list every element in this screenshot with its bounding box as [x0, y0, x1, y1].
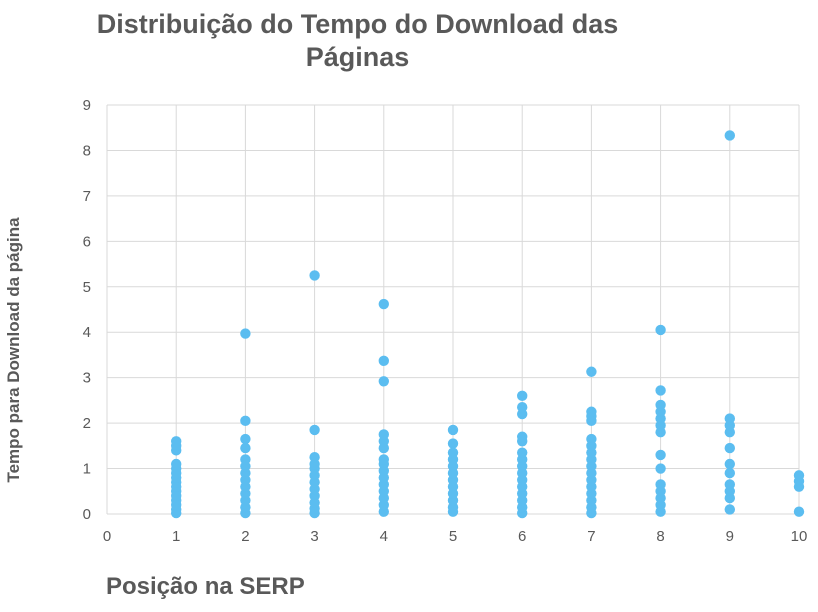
data-point — [378, 298, 389, 310]
chart-title-line-2: Páginas — [305, 42, 410, 72]
data-point — [309, 270, 320, 281]
data-point — [655, 449, 666, 461]
data-point — [378, 454, 389, 465]
y-tick-label: 1 — [83, 461, 91, 478]
data-point — [447, 447, 459, 458]
data-point — [793, 470, 805, 481]
data-point — [517, 390, 528, 402]
y-tick-label: 8 — [83, 142, 91, 159]
data-point — [724, 130, 735, 141]
y-tick-label: 0 — [83, 506, 91, 523]
data-point — [655, 463, 666, 474]
y-axis-label: Tempo para Download da página — [4, 217, 23, 483]
x-tick-label: 2 — [241, 528, 249, 545]
y-tick-label: 5 — [83, 279, 91, 296]
y-tick-label: 7 — [83, 188, 91, 205]
data-point — [309, 451, 320, 463]
data-point — [240, 454, 251, 465]
data-points — [171, 130, 805, 519]
data-point — [724, 467, 735, 479]
data-point — [655, 324, 666, 336]
x-tick-label: 5 — [449, 528, 457, 545]
x-tick-label: 8 — [656, 528, 664, 545]
data-point — [240, 328, 251, 339]
data-point — [655, 479, 666, 490]
data-point — [378, 429, 389, 440]
data-point — [517, 431, 528, 442]
data-point — [655, 399, 666, 411]
data-point — [171, 436, 182, 447]
y-tick-label: 3 — [83, 370, 91, 387]
x-tick-label: 0 — [103, 528, 111, 545]
y-tick-label: 2 — [83, 415, 91, 432]
data-point — [724, 504, 735, 515]
y-tick-label: 4 — [83, 324, 91, 341]
data-point — [447, 438, 459, 449]
y-tick-label: 6 — [83, 233, 91, 250]
data-point — [240, 415, 251, 427]
data-point — [724, 442, 735, 454]
data-point — [240, 442, 251, 454]
x-tick-label: 3 — [310, 528, 318, 545]
x-tick-label: 10 — [791, 528, 808, 545]
y-tick-label: 9 — [83, 97, 91, 114]
data-point — [724, 458, 735, 470]
data-point — [378, 376, 389, 387]
tick-labels: 0 1 2 3 4 5 6 7 8 9 0 1 2 3 4 5 6 7 8 9 10 — [83, 97, 808, 545]
data-point — [378, 355, 389, 367]
data-point — [586, 406, 597, 417]
x-axis-label: Posição na SERP — [106, 573, 305, 600]
data-point — [309, 424, 320, 436]
chart-title: Distribuição do Tempo do Download das Pá… — [0, 8, 715, 74]
data-point — [586, 433, 597, 445]
data-point — [586, 366, 597, 377]
data-point — [171, 458, 182, 470]
data-point — [724, 479, 735, 490]
data-point — [655, 385, 666, 396]
x-tick-label: 1 — [172, 528, 180, 545]
data-point — [240, 433, 251, 445]
x-tick-label: 9 — [726, 528, 734, 545]
x-tick-label: 7 — [587, 528, 595, 545]
data-point — [517, 447, 528, 458]
data-point — [517, 402, 528, 413]
data-point — [447, 424, 459, 436]
x-tick-label: 6 — [518, 528, 526, 545]
x-tick-label: 4 — [380, 528, 388, 545]
chart-title-line-1: Distribuição do Tempo do Download das — [96, 9, 619, 39]
data-point — [793, 506, 805, 517]
data-point — [724, 413, 735, 424]
